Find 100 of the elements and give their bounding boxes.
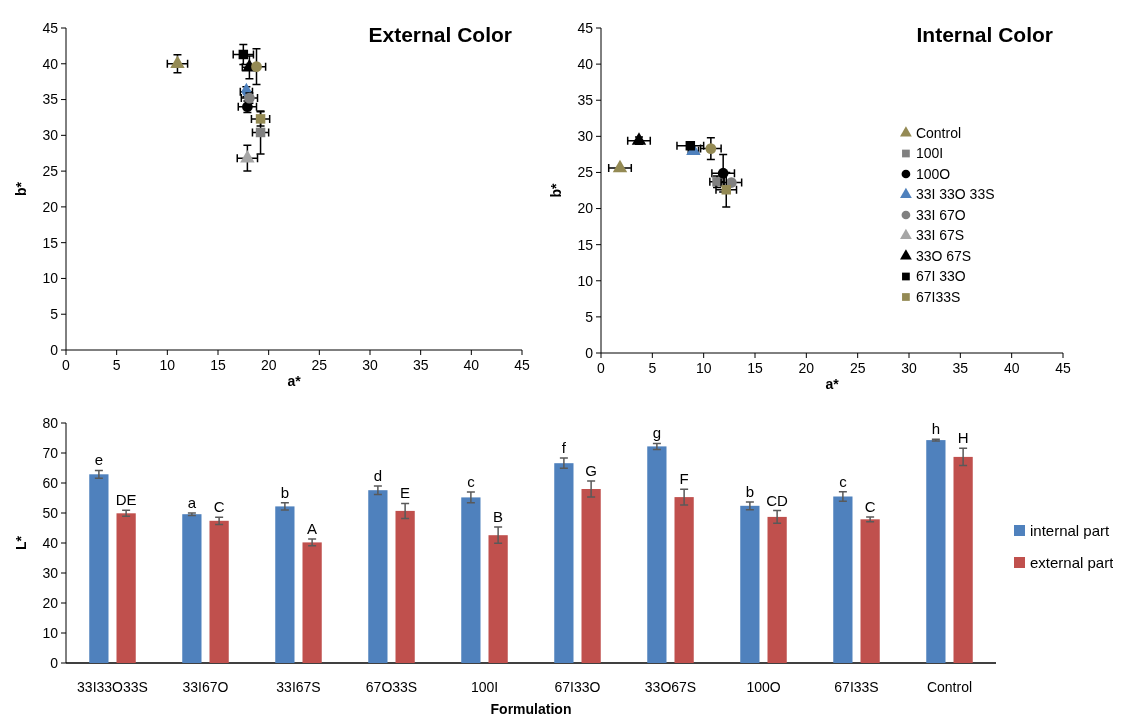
x-tick-label: 33O67S xyxy=(644,679,697,695)
y-tick-label: 5 xyxy=(50,306,59,323)
x-tick-label: 33I33O33S xyxy=(77,679,148,695)
data-label: c xyxy=(467,473,476,490)
data-label: d xyxy=(373,467,383,484)
bar xyxy=(89,474,109,663)
legend-label: 33I 67S xyxy=(915,227,965,244)
y-tick-label: 45 xyxy=(577,19,594,36)
bar xyxy=(116,513,136,663)
x-tick-label: 35 xyxy=(952,360,969,376)
y-tick-label: 0 xyxy=(50,341,59,358)
y-tick-label: 10 xyxy=(577,272,594,289)
x-axis-title: Formulation xyxy=(490,701,572,717)
y-tick-label: 0 xyxy=(585,344,594,361)
data-label: B xyxy=(493,508,504,526)
x-tick-label: 67O33S xyxy=(365,679,418,695)
y-tick-label: 25 xyxy=(577,164,594,181)
x-tick-label: 100O xyxy=(746,679,781,695)
data-label: A xyxy=(307,520,318,538)
x-tick-label: 35 xyxy=(412,357,429,373)
y-tick-label: 35 xyxy=(577,92,594,109)
data-label: C xyxy=(864,497,876,515)
bar xyxy=(740,505,760,663)
x-tick-label: 67I33S xyxy=(834,679,879,695)
y-tick-label: 10 xyxy=(42,270,59,287)
bar xyxy=(395,510,415,663)
x-tick-label: 20 xyxy=(798,360,815,376)
y-tick-label: 15 xyxy=(42,234,59,251)
x-axis-title: a* xyxy=(825,376,840,392)
bar xyxy=(368,490,388,663)
data-label: G xyxy=(585,461,597,479)
y-tick-label: 40 xyxy=(42,55,59,72)
bar xyxy=(647,446,667,663)
legend-label: 33I 67O xyxy=(915,206,966,223)
x-tick-label: 30 xyxy=(901,360,917,376)
chart-title: Internal Color xyxy=(916,23,1053,46)
data-label: b xyxy=(280,483,290,501)
x-tick-label: 0 xyxy=(62,357,71,373)
data-label: g xyxy=(652,424,662,442)
bar xyxy=(674,497,694,663)
x-tick-label: 25 xyxy=(849,360,866,376)
x-tick-label: 40 xyxy=(463,357,480,373)
x-tick-label: 33I67O xyxy=(182,679,229,695)
x-axis-title: a* xyxy=(287,373,302,389)
y-tick-label: 30 xyxy=(577,128,594,145)
y-tick-label: 20 xyxy=(42,594,59,611)
legend-label: 67I33S xyxy=(915,288,961,305)
y-tick-label: 15 xyxy=(577,236,594,253)
y-tick-label: 10 xyxy=(42,624,59,641)
y-tick-label: 45 xyxy=(42,19,59,36)
y-tick-label: 20 xyxy=(577,200,594,217)
point xyxy=(255,127,266,138)
x-tick-label: 45 xyxy=(1055,360,1071,376)
y-tick-label: 40 xyxy=(42,534,59,551)
bar xyxy=(860,519,880,663)
chart-title: External Color xyxy=(368,23,512,46)
y-tick-label: 5 xyxy=(585,308,594,325)
x-tick-label: 67I33O xyxy=(554,679,601,695)
y-tick-label: 80 xyxy=(42,414,59,431)
x-tick-label: 10 xyxy=(159,357,176,373)
bar xyxy=(182,514,202,663)
y-tick-label: 20 xyxy=(42,198,59,215)
y-tick-label: 60 xyxy=(42,474,59,491)
y-axis-title: L* xyxy=(13,535,29,550)
bar xyxy=(461,497,481,663)
bar xyxy=(833,496,853,663)
bar xyxy=(488,535,508,663)
x-tick-label: 5 xyxy=(648,360,657,376)
data-label: CD xyxy=(766,491,789,509)
y-tick-label: 25 xyxy=(42,163,59,180)
data-label: E xyxy=(400,484,411,502)
data-label: e xyxy=(94,451,104,469)
x-tick-label: 0 xyxy=(597,360,606,376)
x-tick-label: 25 xyxy=(311,357,328,373)
legend-label: 33I 33O 33S xyxy=(915,186,995,203)
legend-label: 33O 67S xyxy=(915,247,972,264)
data-label: H xyxy=(957,429,969,447)
point xyxy=(251,61,262,72)
legend-label: external part xyxy=(1030,554,1115,572)
bar xyxy=(953,456,973,663)
legend-label: 100I xyxy=(915,145,944,162)
y-tick-label: 35 xyxy=(42,91,59,108)
y-tick-label: 40 xyxy=(577,56,594,73)
x-tick-label: 40 xyxy=(1003,360,1020,376)
legend-label: 67I 33O xyxy=(915,268,966,285)
x-tick-label: 10 xyxy=(695,360,712,376)
data-label: DE xyxy=(115,491,137,509)
point xyxy=(170,55,185,68)
data-label: h xyxy=(931,420,941,438)
bar xyxy=(554,463,574,663)
bar xyxy=(767,516,787,663)
x-tick-label: 30 xyxy=(362,357,378,373)
x-tick-label: 20 xyxy=(260,357,277,373)
bar xyxy=(581,489,601,663)
data-label: c xyxy=(839,472,848,490)
bar xyxy=(275,506,295,663)
x-tick-label: 33I67S xyxy=(276,679,321,695)
y-tick-label: 50 xyxy=(42,504,59,521)
y-tick-label: 30 xyxy=(42,564,59,581)
bar xyxy=(302,542,322,663)
